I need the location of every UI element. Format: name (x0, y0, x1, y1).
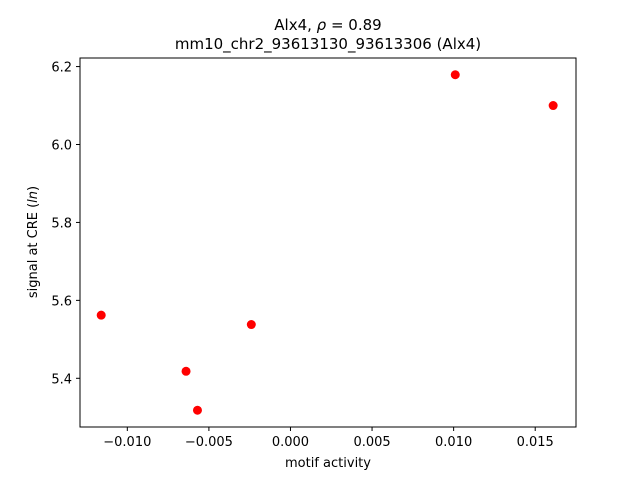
data-point (192, 405, 202, 415)
chart-subtitle: mm10_chr2_93613130_93613306 (Alx4) (175, 35, 481, 54)
x-axis-ticks: −0.010 −0.005 0.000 0.005 0.010 0.015 (103, 427, 554, 450)
data-point (96, 310, 106, 320)
x-tick-label: 0.010 (435, 435, 472, 450)
data-points (96, 70, 558, 415)
x-tick-label: −0.005 (185, 435, 233, 450)
data-point (548, 101, 558, 111)
y-axis-label: signal at CRE (ln) (26, 186, 41, 298)
data-point (246, 320, 256, 330)
y-tick-label: 6.2 (51, 61, 72, 76)
y-tick-label: 5.4 (51, 372, 72, 387)
y-tick-label: 5.6 (51, 294, 72, 309)
data-point (181, 366, 191, 376)
chart-title: Alx4, ρ = 0.89 (274, 16, 381, 34)
x-axis-label: motif activity (285, 456, 371, 471)
data-point (450, 70, 460, 80)
y-tick-label: 6.0 (51, 139, 72, 154)
x-tick-label: 0.000 (272, 435, 309, 450)
y-tick-label: 5.8 (51, 216, 72, 231)
x-tick-label: 0.005 (353, 435, 390, 450)
y-axis-ticks: 5.4 5.6 5.8 6.0 6.2 (51, 61, 80, 387)
x-tick-label: 0.015 (517, 435, 554, 450)
plot-area (79, 57, 577, 428)
x-tick-label: −0.010 (103, 435, 151, 450)
